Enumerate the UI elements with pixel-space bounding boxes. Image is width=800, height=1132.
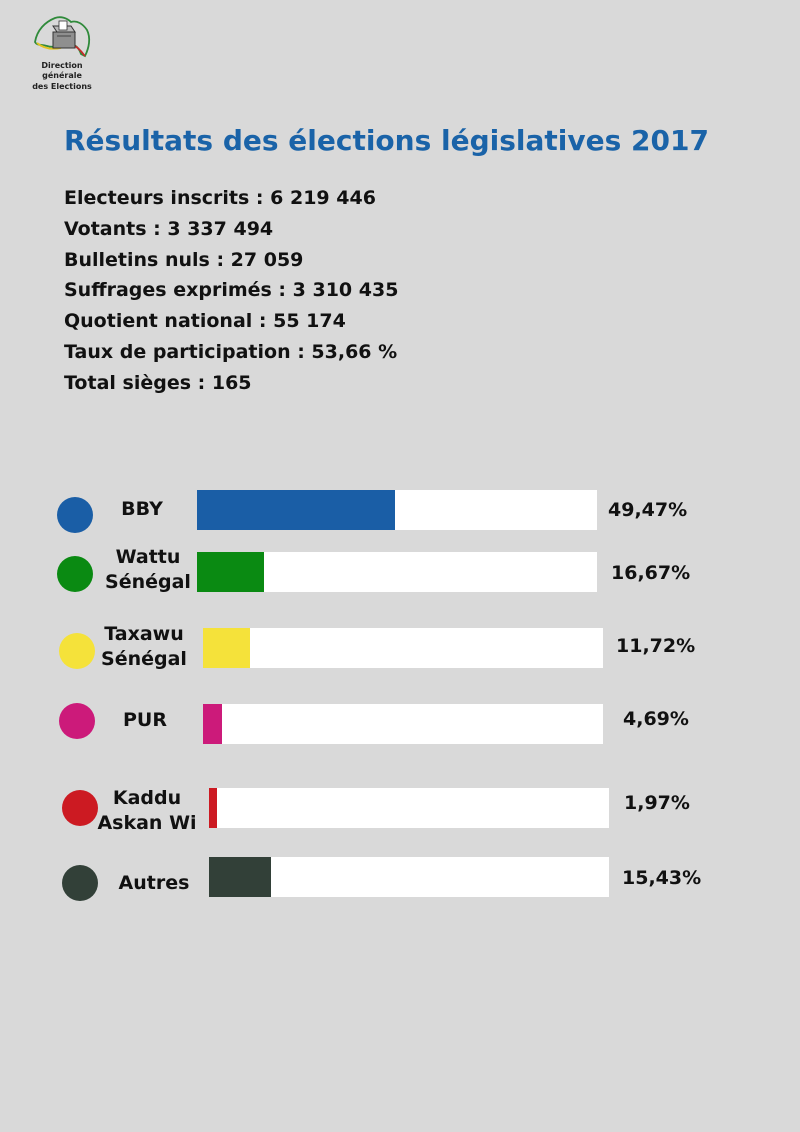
bar-track-kaddu [209,788,609,828]
stat-registered-voters: Electeurs inscrits : 6 219 446 [64,187,376,209]
bar-taxawu [203,628,250,668]
bar-track-bby [197,490,597,530]
page-title: Résultats des élections législatives 201… [64,124,709,157]
legend-dot-taxawu [59,633,95,669]
bar-value-bby: 49,47% [608,499,688,521]
bar-value-kaddu: 1,97% [624,792,690,814]
bar-pur [203,704,222,744]
legend-dot-wattu [57,556,93,592]
bar-label-wattu: Wattu Sénégal [105,546,191,593]
bar-track-autres [209,857,609,897]
ballot-box-map-icon [34,16,91,58]
stat-invalid-ballots: Bulletins nuls : 27 059 [64,248,304,271]
logo-text-line2: des Elections [32,82,92,91]
stat-valid-votes: Suffrages exprimés : 3 310 435 [64,279,399,302]
bar-value-autres: 15,43% [622,867,702,889]
legend-dot-autres [62,865,98,901]
stat-total-seats: Total sièges : 165 [64,371,252,394]
logo: Direction générale des Elections [22,12,102,92]
bar-value-pur: 4,69% [623,708,689,730]
bar-track-wattu [197,552,597,592]
bar-wattu [197,552,264,592]
legend-dot-bby [57,497,93,533]
bar-label-kaddu: Kaddu Askan Wi [97,787,197,834]
stat-national-quotient: Quotient national : 55 174 [64,310,346,333]
bar-autres [209,857,271,897]
bar-value-wattu: 16,67% [611,562,691,584]
bar-label-taxawu: Taxawu Sénégal [101,623,187,670]
legend-dot-pur [59,703,95,739]
stat-turnout: Taux de participation : 53,66 % [64,340,398,363]
stats-list: Electeurs inscrits : 6 219 446 Votants :… [64,183,398,399]
bar-track-taxawu [203,628,603,668]
bar-kaddu [209,788,217,828]
stat-voters: Votants : 3 337 494 [64,217,274,240]
bar-label-autres: Autres [118,872,190,894]
bar-value-taxawu: 11,72% [616,635,696,657]
bar-track-pur [203,704,603,744]
legend-dot-kaddu [62,790,98,826]
bar-label-bby: BBY [121,498,163,520]
bar-label-pur: PUR [123,709,167,731]
bar-bby [197,490,395,530]
logo-text-line1: Direction générale [41,61,83,80]
